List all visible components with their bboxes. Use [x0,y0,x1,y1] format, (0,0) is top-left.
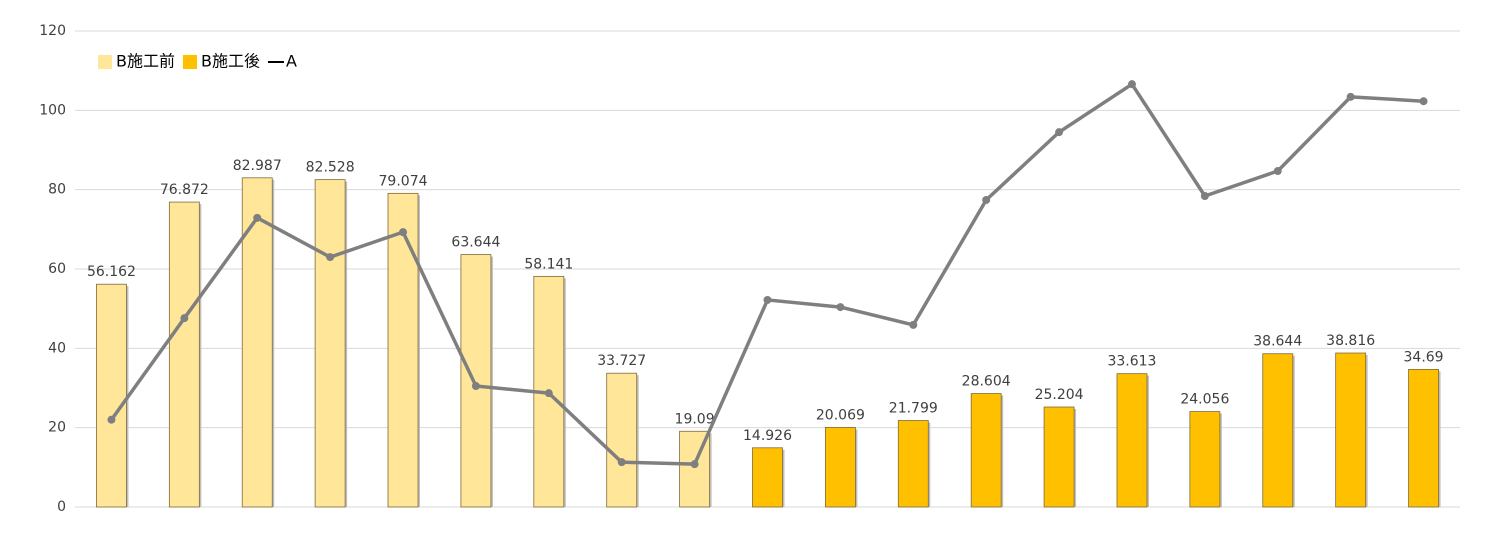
data-label: 20.069 [816,407,865,423]
y-tick-label: 120 [39,23,66,39]
line-marker [1419,97,1428,106]
line-marker [1055,128,1064,137]
bar [970,393,1002,508]
data-label: 63.644 [451,235,500,251]
line-marker [836,303,845,312]
bar [1335,352,1367,508]
bar [897,420,929,508]
line-marker [1127,80,1136,89]
data-label: 58.141 [524,256,573,272]
data-label: 56.162 [87,264,136,280]
line-marker [763,295,772,304]
line-marker [326,253,335,262]
bar [1189,411,1221,508]
bar [241,177,273,508]
data-label: 21.799 [889,401,938,417]
data-label: 24.056 [1180,392,1229,408]
bar [1043,406,1075,508]
y-tick-label: 100 [39,102,66,118]
line-marker [1273,167,1282,176]
data-label: 82.528 [306,160,355,176]
data-label: 82.987 [233,158,282,174]
legend-swatch [98,55,112,69]
bar [96,283,127,508]
bar [460,254,492,508]
data-label: 33.613 [1107,354,1156,370]
data-label: 28.604 [962,374,1011,390]
line-marker [690,460,699,469]
line-marker [909,320,918,329]
bar [606,372,638,508]
data-label: 76.872 [160,182,209,198]
y-tick-label: 60 [48,261,66,277]
y-tick-label: 20 [48,420,66,436]
legend-label: B施工前 [116,52,175,71]
bar [168,201,200,508]
y-tick-label: 80 [48,182,66,198]
line-marker [399,228,408,237]
bar [387,192,419,508]
legend-label: A [286,52,297,71]
y-tick-label: 40 [48,340,66,356]
legend-label: B施工後 [201,52,260,71]
y-tick-label: 0 [57,499,66,515]
line-marker [180,314,189,323]
line-marker [982,195,991,204]
bar [314,179,346,508]
data-label: 33.727 [597,353,646,369]
line-marker [1200,192,1209,201]
data-label: 14.926 [743,428,792,444]
line-marker [544,389,553,398]
bar [1408,368,1439,508]
bar [752,447,783,508]
line-marker [1346,92,1355,101]
bar [824,426,856,508]
data-label: 38.644 [1253,334,1302,350]
data-label: 79.074 [379,173,428,189]
line-marker [617,458,626,467]
data-label: 38.816 [1326,333,1375,349]
data-label: 34.69 [1404,349,1444,365]
bar [1262,353,1294,508]
line-marker [107,415,116,424]
data-label: 25.204 [1035,387,1084,403]
bar [1116,373,1148,508]
legend-swatch [182,55,197,69]
data-label: 19.09 [675,411,715,427]
line-marker [253,213,262,222]
line-marker [471,382,480,391]
